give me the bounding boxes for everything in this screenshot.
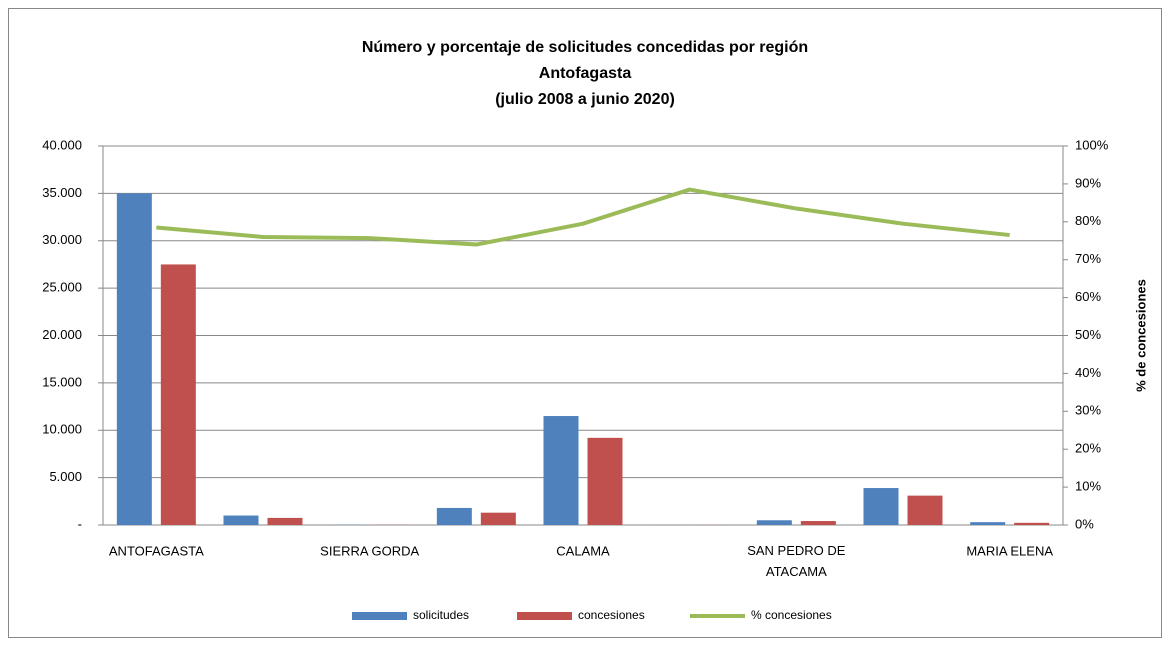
bar <box>267 517 303 525</box>
y2-tick-label: 90% <box>1075 175 1101 190</box>
bar <box>543 416 579 525</box>
bar <box>480 512 516 525</box>
bar <box>970 522 1006 525</box>
y2-tick-label: 50% <box>1075 327 1101 342</box>
bar <box>587 437 623 525</box>
bar <box>907 495 943 525</box>
legend-label: solicitudes <box>413 608 469 622</box>
bar <box>160 264 196 525</box>
x-tick-label: SIERRA GORDA <box>320 543 419 558</box>
bar <box>223 515 259 525</box>
legend-label: % concesiones <box>751 608 832 622</box>
legend-swatch <box>517 612 572 620</box>
y-tick-label: - <box>78 516 82 531</box>
y-tick-label: 15.000 <box>42 374 82 389</box>
y2-tick-label: 60% <box>1075 289 1101 304</box>
chart-title: Número y porcentaje de solicitudes conce… <box>362 39 808 56</box>
bar <box>756 520 792 525</box>
bar <box>116 193 152 525</box>
y-tick-label: 30.000 <box>42 232 82 247</box>
y2-tick-label: 30% <box>1075 403 1101 418</box>
y2-tick-label: 10% <box>1075 479 1101 494</box>
y2-tick-label: 0% <box>1075 516 1094 531</box>
x-tick-label: MARIA ELENA <box>966 543 1053 558</box>
y-tick-label: 10.000 <box>42 422 82 437</box>
y-tick-label: 25.000 <box>42 280 82 295</box>
y-tick-label: 20.000 <box>42 327 82 342</box>
x-tick-label: CALAMA <box>556 543 610 558</box>
chart-title: Antofagasta <box>539 65 632 82</box>
x-tick-label: SAN PEDRO DE ATACAMA <box>747 543 846 579</box>
y-tick-label: 5.000 <box>49 469 82 484</box>
y2-axis-label: % de concesiones <box>1133 279 1148 392</box>
y2-tick-label: 100% <box>1075 137 1109 152</box>
y2-tick-label: 20% <box>1075 441 1101 456</box>
y-tick-label: 40.000 <box>42 137 82 152</box>
legend-swatch <box>352 612 407 620</box>
chart-title: (julio 2008 a junio 2020) <box>495 91 675 108</box>
y-tick-label: 35.000 <box>42 185 82 200</box>
chart-border <box>8 8 1162 638</box>
bar <box>863 488 899 525</box>
bar <box>1014 522 1050 525</box>
y2-tick-label: 70% <box>1075 251 1101 266</box>
bar <box>436 507 472 525</box>
x-tick-label: ANTOFAGASTA <box>109 543 204 558</box>
y2-tick-label: 80% <box>1075 213 1101 228</box>
y2-tick-label: 40% <box>1075 365 1101 380</box>
legend-label: concesiones <box>578 608 645 622</box>
bar <box>800 521 836 525</box>
line <box>156 187 1010 247</box>
